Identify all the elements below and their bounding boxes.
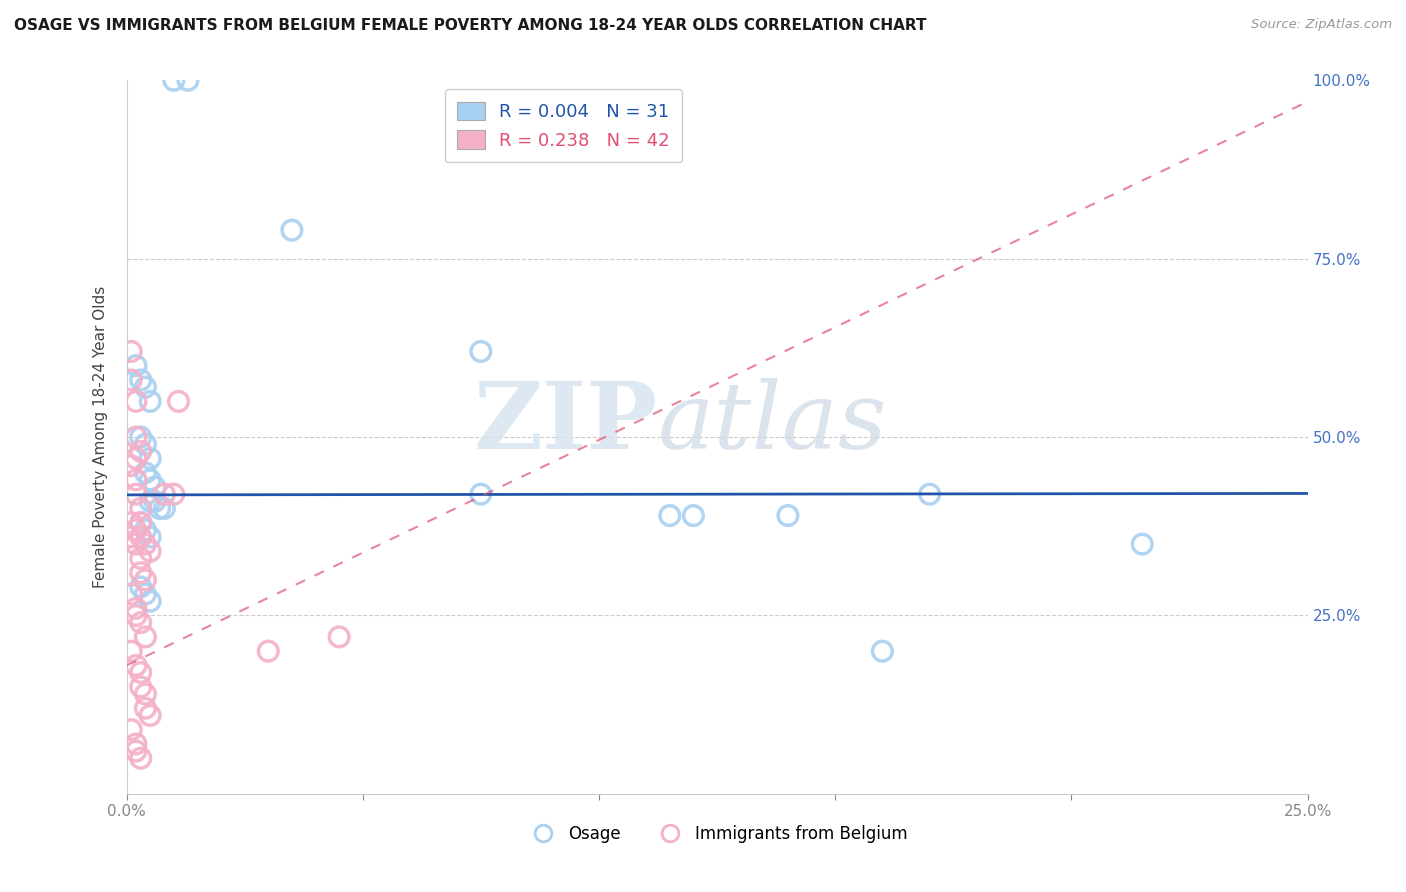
Point (163, 487, 186, 501)
Point (134, 687, 156, 701)
Point (134, 630, 156, 644)
Point (139, 394, 162, 409)
Point (125, 537, 148, 551)
Point (120, 516, 142, 530)
Point (129, 615, 152, 630)
Point (281, 223, 304, 237)
Point (139, 494, 162, 508)
Point (134, 587, 156, 601)
Point (129, 516, 152, 530)
Point (134, 573, 156, 587)
Point (120, 458, 142, 473)
Point (125, 394, 148, 409)
Point (125, 487, 148, 501)
Point (125, 451, 148, 466)
Point (125, 744, 148, 758)
Point (120, 344, 142, 359)
Point (125, 430, 148, 444)
Point (129, 444, 152, 458)
Y-axis label: Female Poverty Among 18-24 Year Olds: Female Poverty Among 18-24 Year Olds (93, 286, 108, 588)
Point (125, 523, 148, 537)
Point (153, 487, 176, 501)
Point (776, 508, 799, 523)
Point (872, 644, 894, 658)
Point (129, 566, 152, 580)
Point (129, 530, 152, 544)
Text: ZIP: ZIP (474, 378, 658, 467)
Point (143, 480, 166, 494)
Point (120, 530, 142, 544)
Text: Source: ZipAtlas.com: Source: ZipAtlas.com (1251, 18, 1392, 31)
Point (134, 701, 156, 715)
Text: atlas: atlas (658, 378, 887, 467)
Point (139, 594, 162, 608)
Point (125, 608, 148, 623)
Point (134, 466, 156, 480)
Point (470, 344, 492, 359)
Point (153, 501, 176, 516)
Point (134, 380, 156, 394)
Point (134, 537, 156, 551)
Point (1130, 537, 1153, 551)
Point (125, 601, 148, 615)
Point (163, 73, 186, 87)
Point (125, 473, 148, 487)
Point (257, 644, 280, 658)
Point (139, 544, 162, 558)
Point (134, 437, 156, 451)
Point (129, 665, 152, 680)
Point (918, 487, 941, 501)
Point (120, 373, 142, 387)
Point (125, 658, 148, 673)
Text: OSAGE VS IMMIGRANTS FROM BELGIUM FEMALE POVERTY AMONG 18-24 YEAR OLDS CORRELATIO: OSAGE VS IMMIGRANTS FROM BELGIUM FEMALE … (14, 18, 927, 33)
Point (125, 359, 148, 373)
Point (129, 751, 152, 765)
Point (129, 680, 152, 694)
Point (139, 473, 162, 487)
Point (658, 508, 681, 523)
Point (134, 523, 156, 537)
Legend: Osage, Immigrants from Belgium: Osage, Immigrants from Belgium (519, 819, 915, 850)
Point (470, 487, 492, 501)
Point (149, 501, 172, 516)
Point (167, 394, 190, 409)
Point (125, 737, 148, 751)
Point (129, 373, 152, 387)
Point (682, 508, 704, 523)
Point (139, 451, 162, 466)
Point (129, 430, 152, 444)
Point (120, 723, 142, 737)
Point (120, 644, 142, 658)
Point (328, 630, 350, 644)
Point (139, 530, 162, 544)
Point (177, 73, 200, 87)
Point (143, 494, 166, 508)
Point (129, 580, 152, 594)
Point (129, 516, 152, 530)
Point (120, 587, 142, 601)
Point (139, 708, 162, 723)
Point (129, 501, 152, 516)
Point (129, 551, 152, 566)
